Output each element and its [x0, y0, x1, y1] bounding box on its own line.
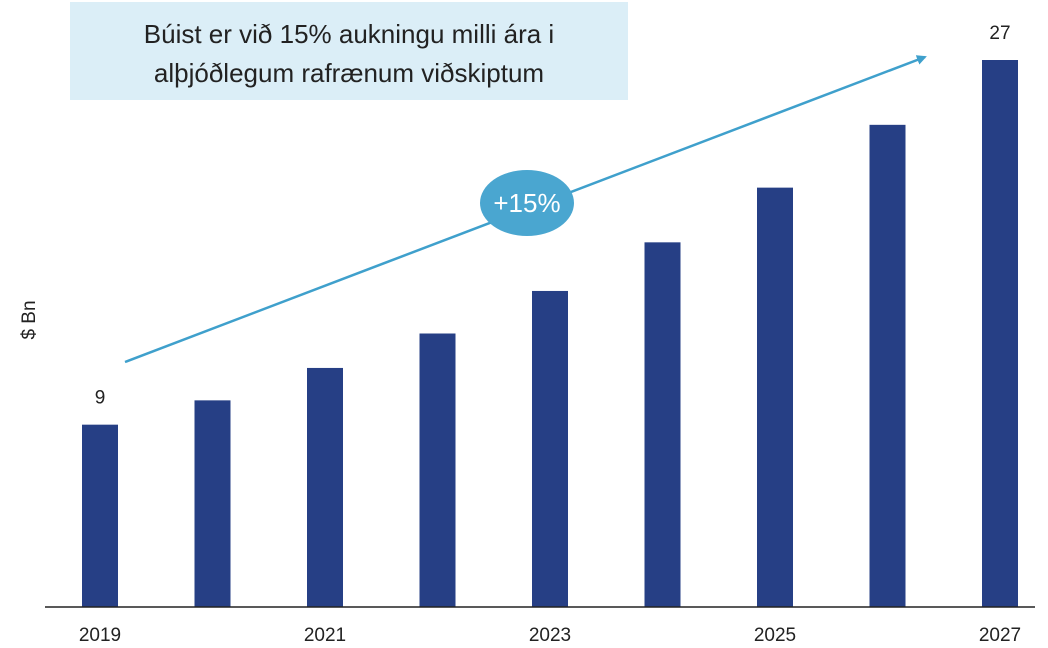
x-tick-label: 2027: [979, 625, 1021, 646]
x-tick-label: 2021: [304, 625, 346, 646]
x-tick-label: 2019: [79, 625, 121, 646]
bar: [532, 290, 568, 607]
bar: [419, 333, 456, 607]
annotation-box: [70, 2, 628, 100]
annotation: alþjóðlegum rafrænum viðskiptum: [154, 58, 544, 88]
bar: [644, 242, 681, 608]
bar: [307, 367, 343, 607]
y-axis-label: $ Bn: [19, 300, 40, 339]
data-label: 27: [989, 23, 1010, 44]
growth-bubble: [480, 170, 574, 236]
bar: [82, 424, 118, 607]
bar: [982, 60, 1018, 607]
bar: [194, 400, 231, 607]
x-tick-label: 2025: [754, 625, 796, 646]
annotation: Búist er við 15% aukningu milli ára i: [144, 19, 554, 49]
bar: [757, 187, 793, 607]
x-tick-label: 2023: [529, 625, 571, 646]
growth-label: +15%: [493, 188, 560, 218]
bar: [869, 124, 906, 608]
data-label: 9: [95, 388, 106, 409]
